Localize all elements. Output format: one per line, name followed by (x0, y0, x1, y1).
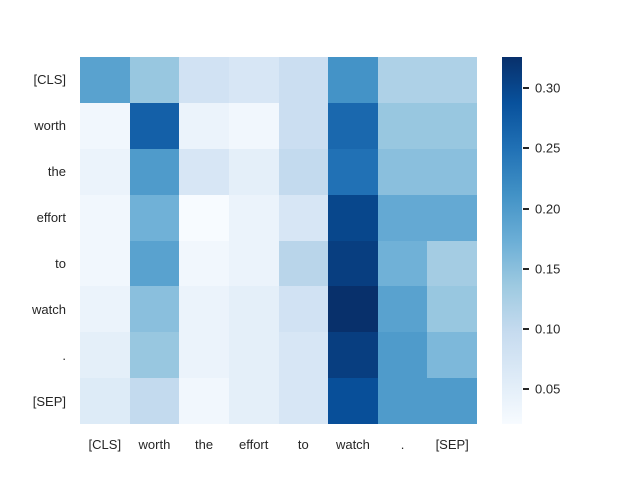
heatmap-cell (328, 378, 378, 424)
heatmap-cell (228, 378, 279, 424)
colorbar-tick-mark (523, 207, 529, 210)
colorbar-tick-mark (523, 267, 529, 270)
heatmap-cell (80, 102, 130, 149)
colorbar-tick-label: 0.25 (535, 140, 561, 156)
heatmap-cell (278, 240, 329, 287)
colorbar-tick-mark (523, 87, 529, 90)
heatmap-cell (328, 286, 378, 333)
heatmap-cell (179, 148, 229, 195)
heatmap-cell (427, 332, 477, 379)
colorbar-tick-label: 0.10 (535, 321, 561, 337)
colorbar-tick-mark (523, 388, 529, 391)
heatmap-cell (278, 286, 329, 333)
heatmap-cell (129, 240, 180, 287)
x-tick-label: watch (335, 437, 370, 452)
heatmap-cell (80, 194, 130, 241)
colorbar-tick-label: 0.05 (535, 381, 561, 397)
heatmap-cell (278, 57, 329, 103)
heatmap-cell (228, 148, 279, 195)
heatmap-cell (228, 57, 279, 103)
y-tick-label: [SEP] (32, 393, 66, 409)
heatmap-cell (278, 378, 329, 424)
heatmap-cell (228, 240, 279, 287)
heatmap-cell (179, 332, 229, 379)
heatmap-cell (228, 332, 279, 379)
heatmap-cell (427, 148, 477, 195)
heatmap-cell (179, 194, 229, 241)
heatmap-cell (129, 57, 180, 103)
heatmap-cell (228, 286, 279, 333)
heatmap-cell (80, 57, 130, 103)
colorbar-gradient (502, 57, 522, 424)
heatmap-cell (427, 194, 477, 241)
heatmap-cell (129, 332, 180, 379)
heatmap-cell (80, 378, 130, 424)
heatmap-cell (80, 286, 130, 333)
x-tick-label: the (195, 437, 214, 452)
colorbar-tick-label: 0.15 (535, 261, 561, 277)
heatmap-cell (328, 194, 378, 241)
heatmap-cell (427, 286, 477, 333)
heatmap-cell (278, 332, 329, 379)
y-tick-label: worth (34, 118, 66, 134)
heatmap-cell (328, 240, 378, 287)
heatmap-cell (179, 102, 229, 149)
heatmap-cell (377, 286, 428, 333)
heatmap-cell (80, 148, 130, 195)
heatmap-cell (129, 148, 180, 195)
y-tick-label: effort (36, 210, 66, 226)
colorbar-tick-label: 0.30 (535, 80, 561, 96)
heatmap-cell (328, 102, 378, 149)
heatmap-cell (427, 57, 477, 103)
heatmap-cell (377, 57, 428, 103)
heatmap-grid (80, 57, 477, 424)
x-tick-label: [SEP] (435, 437, 469, 452)
heatmap-cell (377, 102, 428, 149)
heatmap-cell (129, 286, 180, 333)
heatmap-cell (80, 240, 130, 287)
y-tick-label: the (47, 164, 66, 180)
heatmap-cell (427, 102, 477, 149)
heatmap-cell (228, 102, 279, 149)
heatmap-cell (228, 194, 279, 241)
x-tick-label: to (297, 437, 309, 452)
y-tick-label: to (55, 255, 66, 271)
heatmap-cell (129, 102, 180, 149)
heatmap-cell (328, 148, 378, 195)
heatmap-cell (278, 148, 329, 195)
heatmap-cell (377, 194, 428, 241)
y-tick-label: . (62, 347, 66, 363)
y-tick-label: [CLS] (33, 72, 66, 88)
heatmap-cell (427, 240, 477, 287)
y-tick-label: watch (32, 301, 66, 317)
heatmap-cell (129, 194, 180, 241)
heatmap-cell (377, 240, 428, 287)
heatmap-cell (328, 57, 378, 103)
x-tick-label: . (400, 437, 405, 452)
heatmap-cell (179, 378, 229, 424)
heatmap-cell (377, 378, 428, 424)
heatmap-cell (129, 378, 180, 424)
heatmap-cell (377, 332, 428, 379)
heatmap-cell (328, 332, 378, 379)
heatmap-cell (179, 286, 229, 333)
x-tick-label: worth (138, 437, 171, 452)
colorbar-tick-mark (523, 147, 529, 150)
heatmap-cell (278, 102, 329, 149)
x-tick-label: [CLS] (88, 437, 122, 452)
heatmap-cell (179, 240, 229, 287)
heatmap-cell (80, 332, 130, 379)
colorbar-tick-label: 0.20 (535, 201, 561, 217)
heatmap-cell (427, 378, 477, 424)
heatmap-cell (179, 57, 229, 103)
heatmap-cell (377, 148, 428, 195)
colorbar-tick-mark (523, 327, 529, 330)
x-tick-label: effort (238, 437, 269, 452)
heatmap-cell (278, 194, 329, 241)
